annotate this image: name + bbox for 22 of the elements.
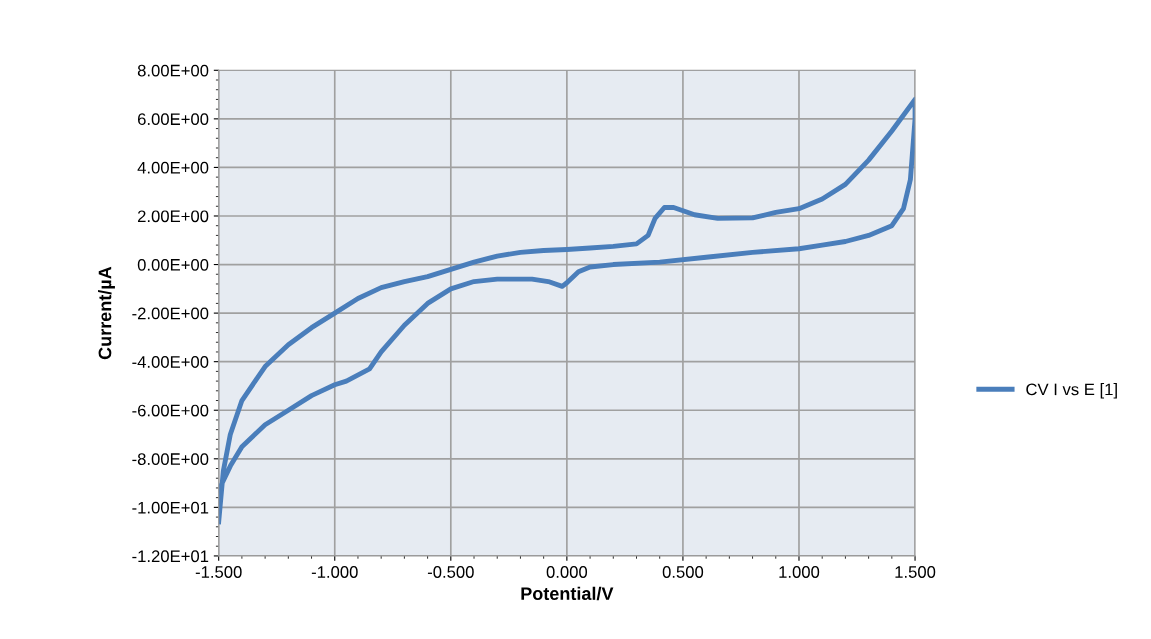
y-tick-label: -1.20E+01 [132,550,209,563]
y-tick-label: -1.00E+01 [132,501,209,514]
y-tick-label: 0.00E+00 [137,258,209,271]
y-tick-label: 4.00E+00 [137,161,209,174]
legend-label: CV I vs E [1] [1026,383,1117,399]
y-tick-label: -8.00E+00 [132,453,209,466]
x-tick-label: 1.500 [895,566,936,578]
y-tick-label: -4.00E+00 [132,356,209,368]
x-tick-label: -1.000 [311,566,358,578]
line-series [218,97,916,525]
x-tick-label: 1.000 [779,566,820,578]
y-tick-label: 6.00E+00 [137,113,209,126]
x-tick-label: 0.500 [662,566,704,578]
y-axis-title: Current/µA [98,266,115,360]
y-tick-label: -6.00E+00 [132,404,209,417]
x-tick-label: -0.500 [427,566,474,578]
x-tick-label: -1.500 [195,566,242,578]
x-tick-label: 0.000 [546,566,588,578]
y-tick-label: 2.00E+00 [137,210,209,223]
y-tick-label: -2.00E+00 [132,307,209,320]
y-tick-label: 8.00E+00 [137,64,209,77]
x-axis-title: Potential/V [521,586,614,601]
